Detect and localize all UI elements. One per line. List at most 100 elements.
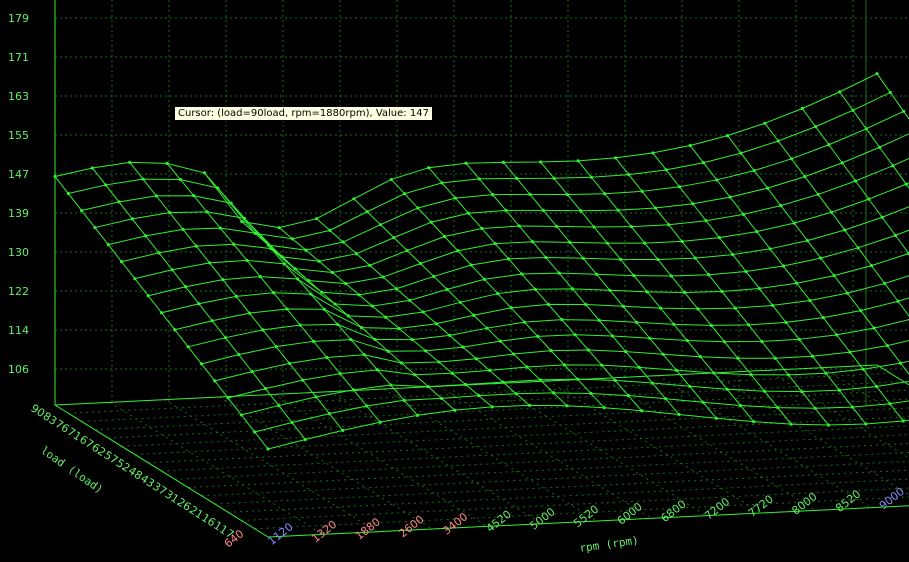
mesh-node [627,173,631,177]
mesh-node [514,392,518,396]
mesh-node [245,258,249,263]
mesh-node [712,371,716,375]
mesh-node [381,275,385,279]
mesh-node [741,212,746,216]
mesh-node [738,403,743,408]
rpm-tick-label: 8520 [833,487,863,514]
floor-gridline [134,416,909,455]
mesh-node [551,391,556,395]
mesh-node [827,143,831,147]
z-tick-label: 114 [8,324,29,337]
mesh-node [704,219,708,223]
mesh-node [677,185,682,189]
mesh-node [199,362,204,366]
mesh-node [397,326,401,331]
mesh-node [664,168,668,172]
mesh-node [605,241,609,245]
mesh-node [253,231,257,235]
mesh-node [693,256,697,260]
mesh-node [816,192,820,197]
mesh-node [515,176,519,180]
mesh-line [201,319,909,365]
mesh-node [261,328,265,332]
z-tick-label: 163 [8,90,29,103]
mesh-node [384,315,388,319]
mesh-node [640,189,644,193]
mesh-node [426,384,430,389]
mesh-node [565,404,569,408]
mesh-node [651,151,655,155]
mesh-node [474,357,478,361]
mesh-node [541,208,545,212]
mesh-node [269,247,273,251]
mesh-node [891,164,895,168]
mesh-node [696,307,700,311]
mesh-node [845,291,849,295]
mesh-node [808,298,812,303]
mesh-node [247,311,252,315]
mesh-node [482,277,487,281]
mesh-node [357,293,361,297]
mesh-node [128,160,132,164]
floor-gridline [214,469,909,505]
mesh-node [493,242,497,246]
mesh-node [840,161,844,165]
mesh-node [491,193,495,197]
mesh-node [394,287,399,291]
mesh-line [81,110,904,251]
mesh-node [763,121,767,125]
mesh-node [869,264,874,268]
mesh-node [707,273,711,277]
mesh-node [555,224,559,228]
mesh-node [568,240,572,244]
mesh-node [645,290,649,294]
mesh-node [701,400,705,404]
mesh-node [413,373,417,377]
mesh-node [749,373,753,377]
mesh-node [277,226,281,230]
mesh-node [458,300,463,304]
mesh-node [792,221,796,225]
mesh-node [370,304,374,308]
mesh-node [309,292,313,296]
z-tick-label: 130 [8,246,29,259]
rpm-tick-label: 4520 [484,508,514,535]
floor-gridline [161,434,909,472]
mesh-node [314,217,319,221]
mesh-node [360,326,364,330]
mesh-node [271,291,276,295]
mesh-node [698,355,703,359]
mesh-node [589,175,594,179]
mesh-node [223,336,228,340]
mesh-node [773,356,777,360]
mesh-node [488,368,492,373]
mesh-node [861,367,865,371]
mesh-node [154,194,158,198]
mesh-node [637,365,641,369]
mesh-node [477,394,481,398]
mesh-node [80,208,84,213]
mesh-node [901,419,905,423]
mesh-node [843,228,847,232]
load-tick-label: 62 [89,441,108,460]
mesh-node [789,422,793,426]
mesh-node [826,423,831,427]
mesh-node [119,260,124,264]
mesh-node [338,372,342,376]
mesh-node [829,210,834,214]
mesh-node [386,349,390,353]
mesh-node [133,277,137,281]
mesh-node [280,255,284,259]
mesh-node [389,383,393,387]
mesh-node [501,380,505,384]
floor-gridline [876,364,909,386]
mesh-node [899,361,903,365]
mesh-node [258,274,262,279]
mesh-node [821,316,825,320]
mesh-node [613,378,617,382]
mesh-node [720,289,724,294]
mesh-node [728,195,732,199]
mesh-node [290,420,294,425]
mesh-node [893,233,898,237]
